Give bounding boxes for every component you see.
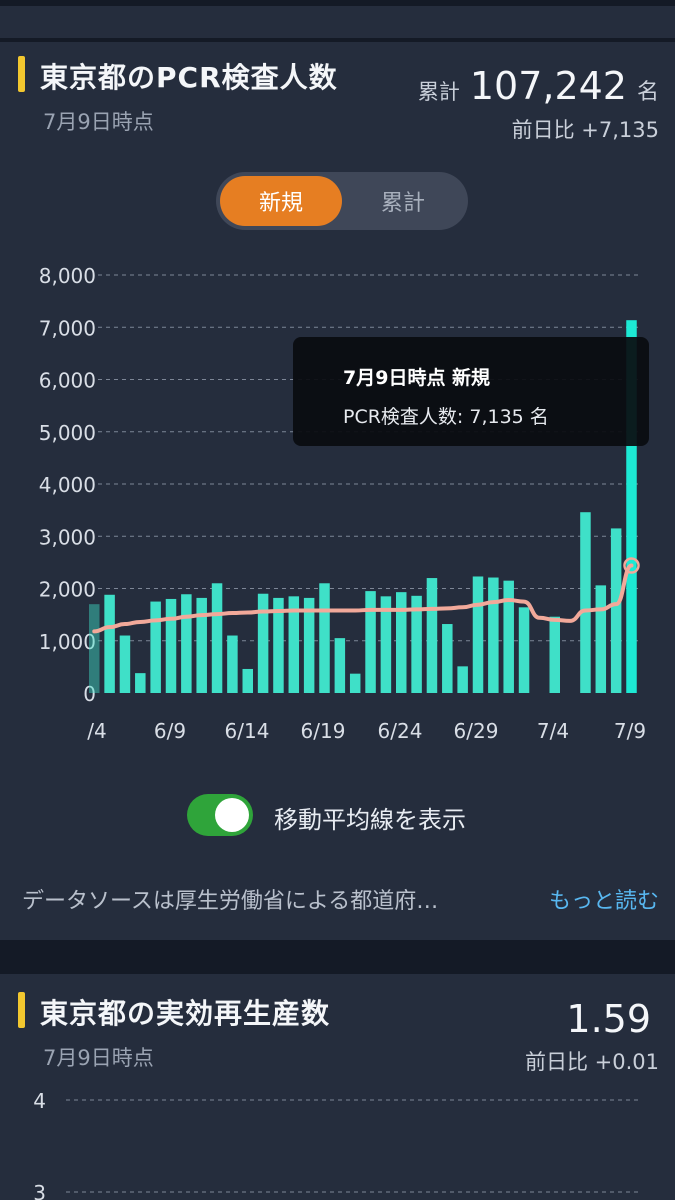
x-tick-label: 6/14 (225, 719, 270, 743)
read-more-link[interactable]: もっと読む (548, 889, 659, 914)
bar[interactable] (257, 593, 269, 693)
x-tick-label: 7/4 (537, 719, 569, 743)
x-tick-label: /4 (87, 719, 106, 743)
bar[interactable] (503, 580, 514, 693)
bar[interactable] (349, 673, 361, 693)
y-tick-label: 7,000 (39, 316, 96, 340)
title-accent-bar (18, 56, 25, 92)
total-unit: 名 (636, 80, 659, 105)
bar[interactable] (549, 616, 561, 693)
tooltip-body: PCR検査人数: 7,135 名 (343, 406, 549, 428)
card-gap (0, 38, 675, 42)
x-tick-label: 6/9 (154, 719, 186, 743)
bar[interactable] (396, 592, 407, 693)
rt-card: 東京都の実効再生産数 7月9日時点 前日比 +0.01 (0, 974, 675, 1200)
x-tick-label: 6/19 (301, 719, 346, 743)
bar[interactable] (457, 666, 468, 693)
bar[interactable] (181, 594, 192, 693)
y-tick-label: 0 (83, 682, 96, 706)
previous-card-bottom (0, 6, 675, 38)
bar[interactable] (626, 320, 637, 693)
pcr-total: 累計 107,242 名 (418, 64, 659, 108)
pcr-bar-chart[interactable]: 0 1,000 2,000 3,000 4,000 5,000 6,000 7,000 8,00… (0, 250, 675, 760)
rt-diff: 前日比 +0.01 (524, 1050, 659, 1074)
card-separator (0, 940, 675, 974)
tab-new[interactable]: 新規 (220, 176, 342, 226)
moving-average-label: 移動平均線を表示 (274, 806, 466, 834)
y-tick-label: 1,000 (39, 630, 96, 654)
y-tick-label: 8,000 (39, 264, 96, 288)
bar[interactable] (227, 635, 238, 693)
y-tick-label: 5,000 (39, 421, 96, 445)
bar[interactable] (334, 638, 346, 693)
y-tick-label: 6,000 (39, 369, 96, 393)
bar[interactable] (472, 576, 484, 693)
moving-average-point (623, 557, 640, 574)
bar[interactable] (303, 597, 315, 693)
bar[interactable] (196, 597, 207, 693)
bar[interactable] (150, 601, 161, 693)
pcr-diff: 前日比 +7,135 (511, 118, 659, 142)
total-value: 107,242 (469, 64, 627, 108)
bar[interactable] (595, 585, 607, 693)
rt-y-tick-label: 3 (33, 1181, 46, 1200)
x-tick-label: 6/29 (454, 719, 499, 743)
bar[interactable] (411, 595, 422, 693)
pcr-as-of: 7月9日時点 (43, 110, 154, 134)
tooltip-title: 7月9日時点 新規 (343, 367, 491, 389)
y-tick-label: 2,000 (39, 578, 96, 602)
pcr-card-title: 東京都のPCR検査人数 (40, 61, 338, 94)
x-tick-label: 6/24 (378, 719, 423, 743)
bar[interactable] (380, 596, 392, 693)
bar[interactable] (365, 591, 376, 693)
tab-cumulative[interactable]: 累計 (380, 191, 425, 216)
top-gap (0, 0, 675, 6)
bar[interactable] (426, 578, 438, 693)
bar[interactable] (89, 604, 100, 693)
chart-tooltip: 7月9日時点 新規 PCR検査人数: 7,135 名 (293, 337, 649, 446)
bar[interactable] (104, 594, 115, 693)
rt-as-of: 7月9日時点 (43, 1046, 154, 1070)
bar[interactable] (319, 583, 330, 693)
y-tick-label: 3,000 (39, 525, 96, 549)
bar[interactable] (135, 673, 146, 693)
rt-value: 1.59 (566, 997, 651, 1041)
total-label: 累計 (417, 80, 460, 104)
rt-card-title: 東京都の実効再生産数 (40, 997, 331, 1030)
bar[interactable] (165, 598, 177, 693)
x-tick-label: 7/9 (614, 719, 646, 743)
bar[interactable] (580, 512, 591, 693)
data-source-text: データソースは厚生労働省による都道府… (22, 889, 439, 914)
bar[interactable] (242, 668, 254, 693)
bar[interactable] (610, 528, 622, 693)
moving-average-line (92, 563, 634, 634)
rt-title-accent-bar (18, 992, 25, 1028)
rt-y-tick-label: 4 (33, 1089, 46, 1113)
toggle-knob (215, 798, 249, 832)
period-segmented-control: 新規 累計 (216, 172, 468, 230)
bar[interactable] (211, 583, 223, 693)
bar[interactable] (488, 577, 499, 693)
bar[interactable] (273, 597, 284, 693)
rt-chart[interactable]: 43 (0, 1080, 675, 1200)
bar[interactable] (518, 607, 530, 693)
bar[interactable] (442, 624, 453, 693)
bar[interactable] (119, 635, 131, 693)
bar[interactable] (288, 596, 300, 693)
y-tick-label: 4,000 (39, 473, 96, 497)
moving-average-toggle[interactable] (187, 794, 253, 836)
